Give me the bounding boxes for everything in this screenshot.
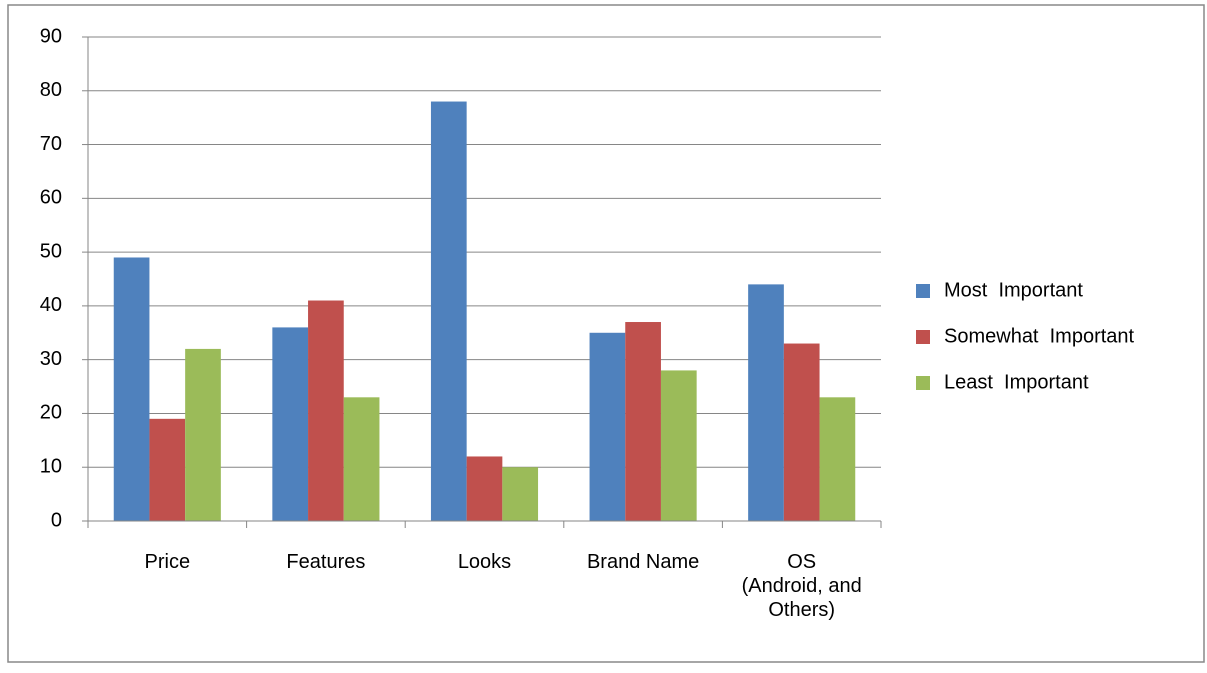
y-tick-label: 80 [40,79,62,101]
legend-swatch [916,284,930,298]
y-tick-label: 60 [40,187,62,209]
bar [748,284,784,521]
y-tick-label: 30 [40,348,62,370]
x-tick-label: Features [286,551,366,573]
bar [783,343,820,521]
y-tick-label: 20 [40,402,62,424]
y-tick-label: 70 [40,133,62,155]
x-tick-label: Looks [457,551,512,573]
x-tick-label: Price [144,551,191,573]
legend-swatch [916,376,930,390]
bar [660,370,697,521]
legend-label: Most Important [944,279,1083,301]
y-tick-label: 40 [40,294,62,316]
y-tick-label: 0 [51,509,62,531]
bar [308,300,344,521]
bar [149,418,186,521]
legend-label: Least Important [944,371,1089,393]
bar [502,467,539,521]
legend-swatch [916,330,930,344]
bar [589,332,626,521]
bar [430,101,467,522]
x-tick-label: Brand Name [586,551,700,573]
legend-label: Somewhat Important [944,325,1135,347]
bar [113,257,150,521]
bar [625,322,661,521]
y-tick-label: 90 [40,25,62,47]
y-tick-label: 50 [40,240,62,262]
bar [819,397,856,521]
bar [272,327,309,521]
bar [466,456,503,521]
bar [343,397,380,521]
x-tick-label: OS (Android, and Others) [741,551,862,621]
bar [185,348,221,521]
y-tick-label: 10 [40,456,62,478]
